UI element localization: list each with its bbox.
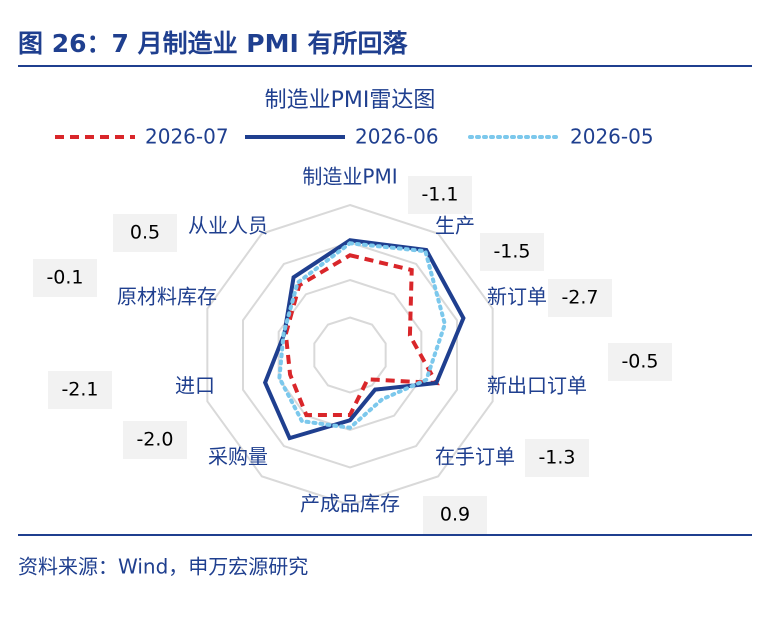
annotation: -2.0 xyxy=(136,429,173,451)
annotation: -1.1 xyxy=(421,184,458,206)
category-label: 原材料库存 xyxy=(117,285,217,309)
annotation-box xyxy=(525,439,589,477)
series-line xyxy=(283,253,440,418)
figure-title: 图 26：7 月制造业 PMI 有所回落 xyxy=(18,29,409,58)
annotation-box xyxy=(548,279,612,317)
grid-ring xyxy=(206,203,494,507)
category-label: 新出口订单 xyxy=(487,374,587,398)
annotation: -2.7 xyxy=(561,287,598,309)
grid-ring xyxy=(313,316,387,394)
annotation-box xyxy=(423,496,487,534)
category-label: 新订单 xyxy=(487,285,547,309)
annotation: -1.3 xyxy=(538,447,575,469)
legend-label: 2026-05 xyxy=(570,125,654,149)
annotation: 0.5 xyxy=(130,222,160,244)
annotation: 0.9 xyxy=(440,504,470,526)
annotation: -0.1 xyxy=(46,267,83,289)
annotation-box xyxy=(113,214,177,252)
legend-label: 2026-06 xyxy=(355,125,439,149)
grid-ring xyxy=(242,241,458,469)
category-label: 进口 xyxy=(175,374,215,398)
legend-label: 2026-07 xyxy=(145,125,229,149)
annotation-box xyxy=(408,176,472,214)
annotation: -1.5 xyxy=(493,241,530,263)
annotation-box xyxy=(123,421,187,459)
annotation-box xyxy=(480,233,544,271)
annotation: -0.5 xyxy=(621,351,658,373)
category-label: 在手订单 xyxy=(435,445,515,469)
annotation: -2.1 xyxy=(61,379,98,401)
category-label: 制造业PMI xyxy=(302,165,397,189)
source: 资料来源：Wind，申万宏源研究 xyxy=(18,555,308,579)
category-label: 采购量 xyxy=(208,445,268,469)
series-line xyxy=(277,241,447,430)
annotation-box xyxy=(608,343,672,381)
category-label: 生产 xyxy=(435,214,475,238)
annotation-box xyxy=(48,371,112,409)
annotation-box xyxy=(33,259,97,297)
category-label: 产成品库存 xyxy=(300,492,400,516)
grid-ring xyxy=(277,278,423,432)
chart-title: 制造业PMI雷达图 xyxy=(265,88,436,113)
category-label: 从业人员 xyxy=(188,214,268,238)
